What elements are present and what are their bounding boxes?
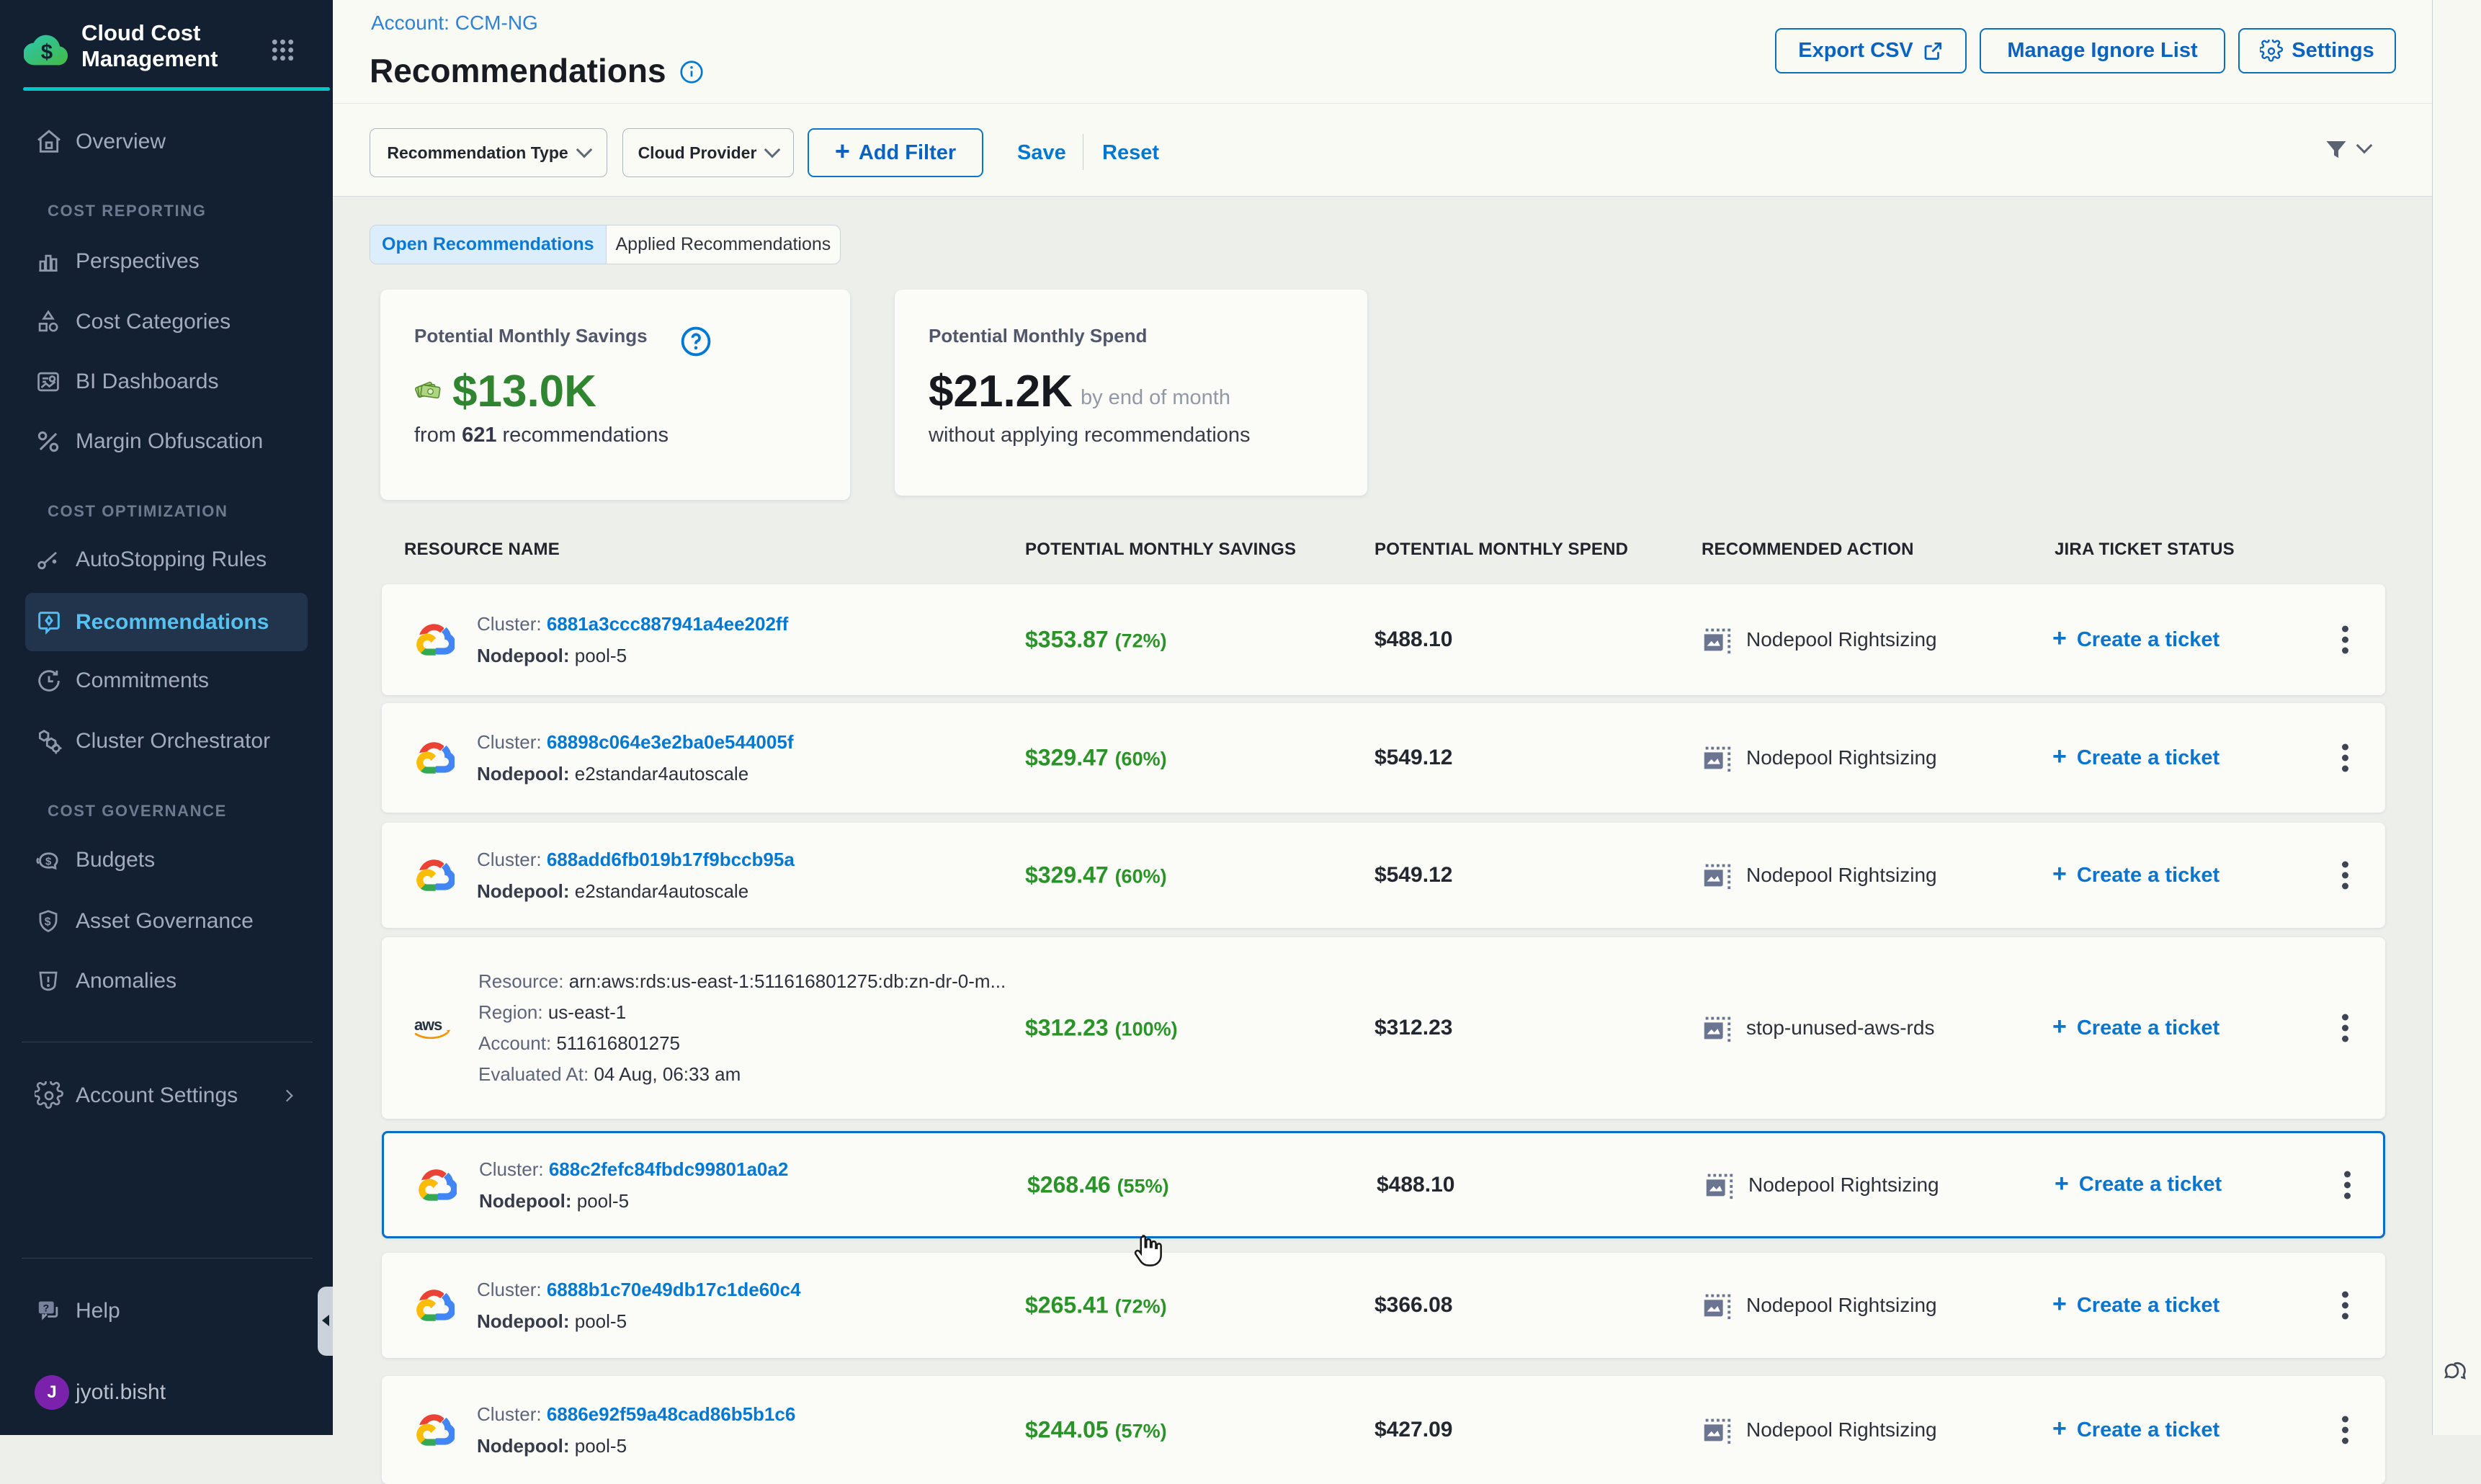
svg-text:?: ? [43,1302,50,1314]
svg-text:$: $ [45,856,52,868]
svg-text:$: $ [41,40,53,64]
svg-text:aws: aws [414,1016,442,1034]
svg-text:$: $ [45,916,51,929]
